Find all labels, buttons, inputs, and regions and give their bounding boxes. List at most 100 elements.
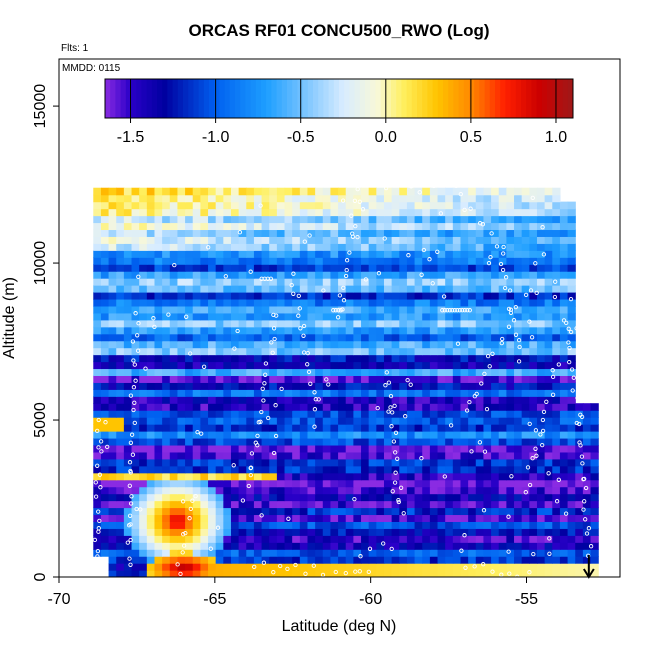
- heatmap-cell: [491, 312, 500, 321]
- heatmap-cell: [399, 535, 408, 543]
- heatmap-cell: [383, 333, 393, 342]
- track-point: [95, 548, 101, 554]
- heatmap-cell: [361, 264, 370, 272]
- heatmap-cell: [383, 326, 393, 335]
- heatmap-cell: [559, 570, 569, 577]
- heatmap-cell: [154, 382, 163, 390]
- colorbar-segment: [240, 79, 246, 118]
- heatmap-cell: [108, 507, 117, 516]
- heatmap-cell: [169, 424, 179, 432]
- heatmap-cell: [399, 257, 408, 265]
- heatmap-cell: [559, 563, 569, 571]
- heatmap-cell: [307, 486, 316, 495]
- heatmap-cell: [498, 250, 507, 258]
- heatmap-cell: [269, 451, 278, 460]
- heatmap-cell: [529, 437, 538, 446]
- heatmap-cell: [93, 194, 102, 203]
- heatmap-cell: [230, 389, 240, 397]
- heatmap-cell: [330, 271, 339, 279]
- heatmap-cell: [215, 222, 224, 231]
- heatmap-cell: [93, 291, 102, 300]
- heatmap-cell: [185, 291, 194, 300]
- heatmap-cell: [131, 187, 140, 196]
- heatmap-cell: [429, 271, 439, 279]
- heatmap-cell: [590, 472, 599, 481]
- heatmap-cell: [139, 458, 148, 467]
- track-point: [527, 319, 532, 324]
- heatmap-cell: [460, 375, 469, 383]
- heatmap-cell: [139, 521, 148, 529]
- heatmap-cell: [338, 187, 347, 196]
- heatmap-cell: [414, 243, 423, 251]
- heatmap-cell: [238, 208, 247, 217]
- heatmap-cell: [100, 542, 110, 550]
- heatmap-cell: [146, 493, 156, 502]
- heatmap-cell: [162, 403, 171, 411]
- heatmap-cell: [391, 340, 400, 349]
- heatmap-cell: [108, 465, 117, 474]
- heatmap-cell: [582, 417, 592, 425]
- track-point: [128, 470, 133, 475]
- heatmap-cell: [246, 479, 255, 488]
- heatmap-cell: [200, 493, 209, 502]
- heatmap-cell: [276, 472, 286, 481]
- heatmap-cell: [399, 243, 408, 251]
- heatmap-cell: [146, 236, 156, 244]
- heatmap-cell: [93, 326, 102, 335]
- heatmap-cell: [422, 563, 431, 571]
- heatmap-cell: [208, 354, 217, 363]
- track-point: [353, 569, 358, 574]
- heatmap-cell: [536, 458, 546, 467]
- heatmap-cell: [567, 312, 576, 321]
- heatmap-cell: [437, 542, 446, 550]
- heatmap-cell: [146, 222, 156, 231]
- track-point: [463, 565, 468, 570]
- track-point: [166, 312, 171, 317]
- heatmap-cell: [590, 417, 599, 425]
- heatmap-cell: [253, 354, 263, 363]
- heatmap-cell: [116, 500, 125, 509]
- heatmap-cell: [452, 250, 462, 258]
- heatmap-cell: [361, 312, 370, 321]
- track-point: [374, 180, 380, 185]
- heatmap-cell: [276, 291, 286, 300]
- heatmap-cell: [100, 507, 110, 516]
- heatmap-cell: [483, 298, 492, 307]
- heatmap-cell: [177, 264, 186, 272]
- heatmap-cell: [536, 472, 546, 481]
- heatmap-cell: [253, 507, 263, 516]
- heatmap-cell: [139, 479, 148, 488]
- track-point: [181, 532, 186, 537]
- heatmap-cell: [177, 319, 186, 328]
- heatmap-cell: [460, 563, 469, 571]
- heatmap-cell: [544, 229, 553, 237]
- heatmap-cell: [536, 570, 546, 577]
- y-tick-label: 0: [32, 572, 49, 581]
- heatmap-cell: [376, 194, 385, 203]
- track-point: [540, 225, 545, 230]
- heatmap-cell: [361, 285, 370, 293]
- heatmap-cell: [345, 201, 354, 210]
- heatmap-cell: [299, 535, 309, 543]
- track-point: [129, 494, 134, 499]
- heatmap-cell: [429, 187, 439, 196]
- heatmap-cell: [506, 472, 515, 481]
- heatmap-cell: [169, 437, 179, 446]
- heatmap-cell: [452, 431, 462, 439]
- heatmap-cell: [276, 361, 286, 370]
- heatmap-cell: [131, 424, 140, 432]
- track-point: [248, 472, 253, 478]
- heatmap-cell: [399, 194, 408, 203]
- heatmap-cell: [529, 472, 538, 481]
- track-point: [261, 560, 267, 565]
- track-point: [352, 198, 358, 203]
- heatmap-cell: [200, 187, 209, 196]
- heatmap-cell: [139, 424, 148, 432]
- heatmap-cell: [567, 563, 576, 571]
- heatmap-cell: [575, 486, 584, 495]
- heatmap-cell: [391, 229, 400, 237]
- heatmap-cell: [498, 271, 507, 279]
- heatmap-cell: [116, 570, 125, 577]
- heatmap-cell: [575, 535, 584, 543]
- heatmap-cell: [506, 229, 515, 237]
